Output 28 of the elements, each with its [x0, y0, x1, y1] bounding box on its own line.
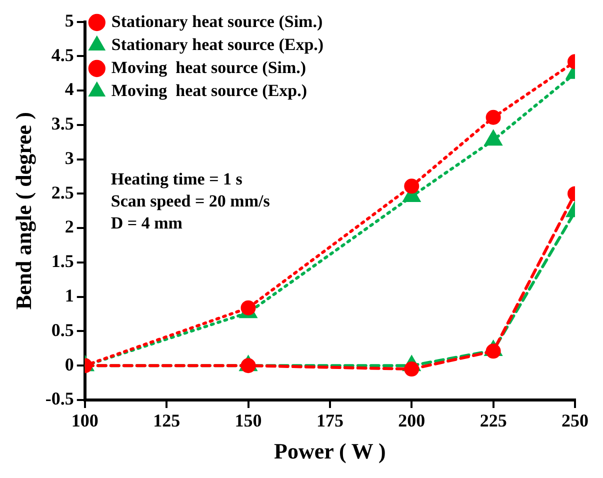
legend-label: Moving heat source (Exp.): [111, 80, 308, 100]
legend-label: Stationary heat source (Sim.): [111, 12, 323, 31]
y-tick-label: 3.5: [51, 114, 74, 134]
annotation: Heating time = 1 s: [110, 170, 243, 189]
annotation: D = 4 mm: [110, 214, 182, 233]
x-tick-label: 225: [480, 410, 507, 430]
x-tick-label: 175: [316, 410, 344, 430]
y-tick-label: 2.5: [51, 182, 74, 202]
y-axis-title: Bend angle ( degree ): [10, 112, 36, 310]
y-tick-label: 3: [64, 148, 74, 168]
x-tick-label: 100: [71, 410, 98, 430]
y-tick-label: 2: [64, 216, 74, 237]
x-tick-label: 125: [153, 410, 180, 430]
y-tick-label: 5: [64, 10, 74, 30]
y-tick-label: 0: [64, 354, 74, 374]
y-tick-label: 4: [64, 79, 74, 100]
y-tick-label: 1.5: [51, 251, 74, 272]
x-tick-label: 150: [234, 410, 262, 430]
y-tick-label: 1: [64, 286, 74, 306]
legend-label: Stationary heat source (Exp.): [111, 34, 324, 54]
annotation: Scan speed = 20 mm/s: [110, 192, 270, 211]
legend-label: Moving heat source (Sim.): [111, 58, 306, 77]
y-tick-label: -0.5: [45, 388, 74, 409]
x-tick-label: 250: [562, 410, 588, 430]
x-tick-label: 200: [398, 410, 426, 430]
x-axis-title: Power ( W ): [274, 438, 386, 464]
y-tick-label: 0.5: [51, 320, 74, 340]
y-tick-label: 4.5: [51, 44, 74, 65]
